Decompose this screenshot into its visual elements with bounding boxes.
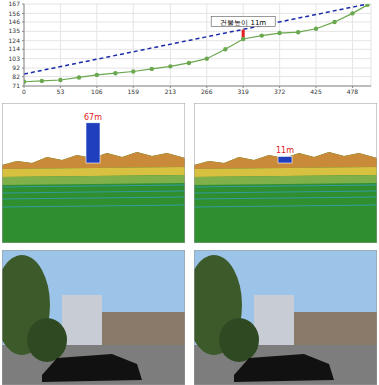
- svg-text:53: 53: [57, 88, 65, 95]
- svg-text:67m: 67m: [84, 113, 102, 122]
- svg-text:266: 266: [201, 88, 213, 95]
- svg-text:106: 106: [91, 88, 103, 95]
- svg-text:103: 103: [9, 55, 21, 62]
- svg-text:0: 0: [22, 88, 26, 95]
- svg-text:건물높이 11m: 건물높이 11m: [220, 19, 266, 27]
- svg-text:372: 372: [274, 88, 286, 95]
- svg-text:159: 159: [128, 88, 140, 95]
- svg-text:114: 114: [9, 45, 21, 52]
- svg-text:213: 213: [165, 88, 177, 95]
- svg-text:478: 478: [347, 88, 359, 95]
- svg-text:135: 135: [9, 27, 21, 34]
- svg-text:11m: 11m: [276, 146, 294, 155]
- svg-text:319: 319: [237, 88, 249, 95]
- svg-text:146: 146: [9, 18, 21, 25]
- svg-text:71: 71: [12, 82, 20, 89]
- svg-text:124: 124: [9, 37, 21, 44]
- svg-text:82: 82: [12, 73, 20, 80]
- svg-text:167: 167: [9, 0, 21, 7]
- svg-text:425: 425: [310, 88, 322, 95]
- svg-text:156: 156: [9, 10, 21, 17]
- svg-text:92: 92: [12, 64, 20, 71]
